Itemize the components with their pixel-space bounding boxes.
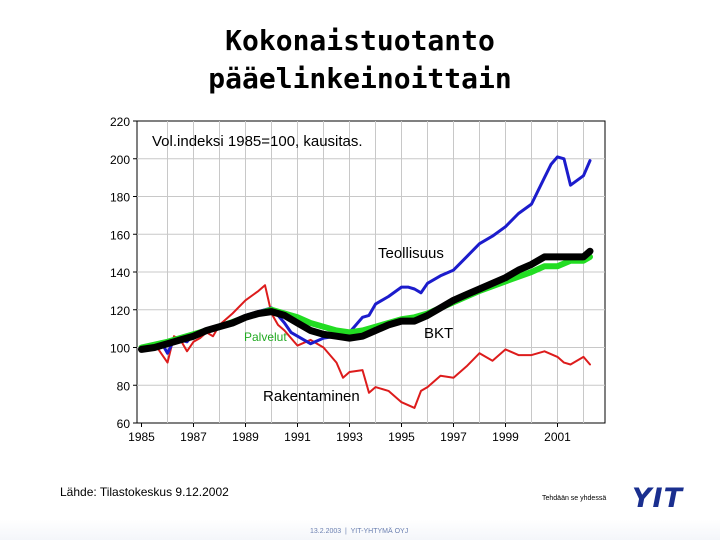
y-tick-label: 80	[117, 379, 131, 393]
company-logo: YIT	[632, 483, 684, 514]
x-tick-label: 1997	[440, 430, 467, 444]
x-tick-label: 1985	[128, 430, 155, 444]
y-tick-label: 140	[110, 266, 130, 280]
axis-ticks: 60 80 100 120 140 160 180 200 220 1985 1987 1989 199…	[110, 115, 571, 444]
x-tick-label: 1989	[232, 430, 259, 444]
series-lines	[138, 155, 594, 409]
y-tick-label: 200	[110, 153, 130, 167]
series-line-bkt	[138, 247, 594, 353]
chart-annotation: Vol.indeksi 1985=100, kausitas.	[152, 133, 363, 150]
x-tick-label: 2001	[544, 430, 571, 444]
y-tick-label: 100	[110, 342, 130, 356]
y-tick-label: 180	[110, 191, 130, 205]
x-tick-label: 1999	[492, 430, 519, 444]
y-tick-label: 60	[117, 417, 131, 431]
footer-separator: |	[345, 528, 347, 535]
slide-title-line-2: pääelinkeinoittain	[208, 62, 512, 95]
footer-bar	[0, 520, 720, 540]
grid-lines	[137, 121, 605, 423]
x-tick-label: 1995	[388, 430, 415, 444]
label-rakentaminen: Rakentaminen	[263, 388, 360, 405]
y-tick-label: 160	[110, 228, 130, 242]
slide-title-line-1: Kokonaistuotanto	[225, 24, 495, 57]
y-tick-label: 220	[110, 115, 130, 129]
label-palvelut: Palvelut	[244, 330, 287, 344]
x-tick-label: 1987	[180, 430, 207, 444]
footer-text: 13.2.2003 | YIT-YHTYMÄ OYJ	[310, 528, 408, 535]
source-note: Lähde: Tilastokeskus 9.12.2002	[60, 485, 229, 499]
company-tagline: Tehdään se yhdessä	[542, 495, 607, 502]
x-tick-label: 1993	[336, 430, 363, 444]
slide-title: Kokonaistuotanto pääelinkeinoittain	[160, 22, 560, 98]
y-tick-label: 120	[110, 304, 130, 318]
footer-company: YIT-YHTYMÄ OYJ	[350, 528, 409, 535]
label-bkt: BKT	[424, 325, 453, 342]
footer-date: 13.2.2003	[310, 528, 342, 535]
x-tick-label: 1991	[284, 430, 311, 444]
label-teollisuus: Teollisuus	[378, 245, 444, 262]
